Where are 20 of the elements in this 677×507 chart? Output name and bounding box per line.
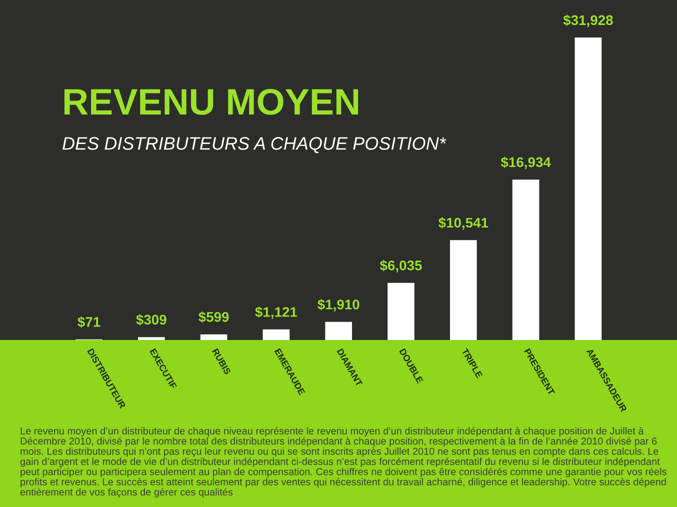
- text: REVENU MOYEN: [64, 88, 358, 115]
- text: DES DISTRIBUTEURS A CHAQUE POSITION*: [62, 137, 446, 154]
- bar: [325, 322, 352, 340]
- bar: [450, 240, 477, 340]
- data-label: $1,910: [318, 298, 360, 312]
- bar: [200, 334, 228, 340]
- bar: [262, 329, 290, 340]
- data-label: $309: [136, 314, 166, 326]
- text: Le revenu moyen d’un distributeur de chaque niveau représente le revenu moyen d’un distributeur indépendant à chaque position de Juillet à Décembre 2010, divisé par le nombre total des distributeurs indépendant à chaque position, respectivement à la fin de l’année 2010 divisé par 6 mois. Les distributeurs qui n’ont pas reçu leur revenu ou qui se sont inscrits après Juillet 2010 ne sont pas tenus en compte dans ces calculs. Le gain d’argent et le mode de vie d’un distributeur indépendant ci-dessus n’est pas forcément représentatif du revenu si le distributeur indépendant peut participer ou participera seulement au plan de compensation. Ces chiffres ne doivent pas être considérés comme une garantie pour vos réels profits et revenus. Le succès est atteint seulement par des ventes qui nécessitent du travail acharné, diligence et leadership. Votre succès dépend entièrement de vos façons de gérer ces qualités: [20, 427, 666, 498]
- bar: [388, 282, 414, 340]
- data-label: $1,121: [255, 306, 298, 319]
- data-label: $6,035: [380, 260, 422, 272]
- data-label: $599: [198, 311, 229, 323]
- data-label: $10,541: [438, 217, 488, 230]
- bar: [512, 180, 540, 340]
- bar: [574, 38, 602, 340]
- data-label: $16,934: [500, 156, 551, 170]
- bar: [138, 337, 165, 340]
- data-label: $31,928: [563, 14, 613, 28]
- data-label: $71: [78, 316, 100, 328]
